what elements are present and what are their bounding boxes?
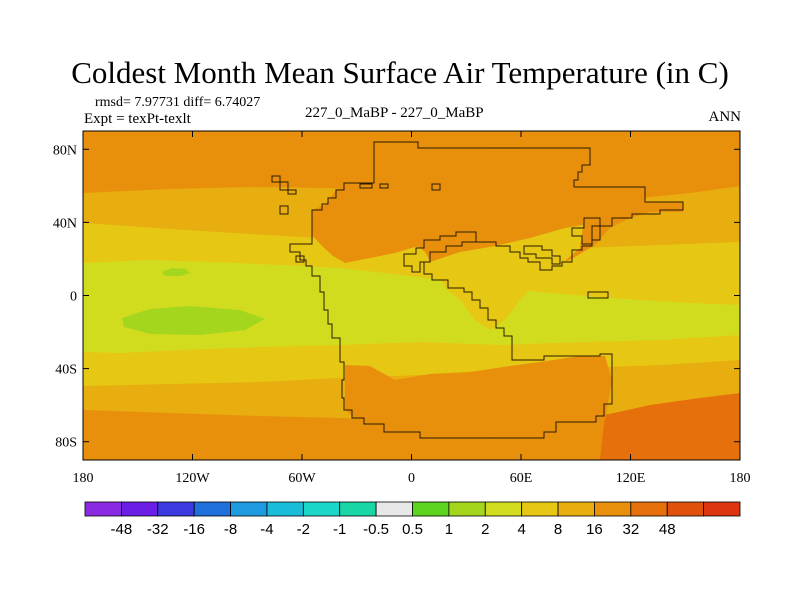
colorbar-label-1: -32 <box>147 521 169 538</box>
map-field <box>83 131 740 460</box>
y-tick-label-3: 40S <box>55 363 77 378</box>
region-inner-tongue <box>430 225 583 330</box>
coastline-island-equator <box>587 291 609 299</box>
colorbar-swatch-10 <box>448 501 486 517</box>
coastline-island-west-2 <box>279 205 289 215</box>
colorbar-swatch-13 <box>557 501 595 517</box>
x-tick-label-3: 0 <box>408 471 415 486</box>
colorbar-swatch-17 <box>703 501 741 517</box>
x-tick-label-2: 60W <box>288 471 316 486</box>
colorbar-swatch-0 <box>84 501 122 517</box>
x-tick-label-5: 120E <box>616 471 646 486</box>
y-tick-label-2: 0 <box>70 290 77 305</box>
colorbar-label-14: 32 <box>622 521 639 538</box>
coastlines <box>271 141 684 439</box>
stats-label: rmsd= 7.97731 diff= 6.74027 <box>95 95 261 110</box>
colorbar-label-8: 0.5 <box>402 521 423 538</box>
colorbar-swatch-7 <box>339 501 377 517</box>
colorbar-label-15: 48 <box>659 521 676 538</box>
coastline-inner-bay <box>523 245 561 265</box>
colorbar-label-0: -48 <box>111 521 133 538</box>
x-tick-label-0: 180 <box>73 471 94 486</box>
colorbar-label-7: -0.5 <box>363 521 389 538</box>
coastline-east-spur <box>571 217 601 245</box>
chart-title: Coldest Month Mean Surface Air Temperatu… <box>71 55 729 90</box>
coastline-inland-sea <box>403 231 477 273</box>
y-tick-label-4: 80S <box>55 436 77 451</box>
colorbar-label-13: 16 <box>586 521 603 538</box>
coastline-island-west <box>271 175 297 195</box>
experiment-label: Expt = texPt-texlt <box>84 111 191 127</box>
colorbar-label-11: 4 <box>517 521 525 538</box>
colorbar-label-5: -2 <box>297 521 310 538</box>
colorbar-label-4: -4 <box>260 521 273 538</box>
colorbar-swatch-9 <box>412 501 450 517</box>
region-continent-interior <box>312 142 683 283</box>
colorbar-swatch-3 <box>193 501 231 517</box>
colorbar-swatch-8 <box>375 501 413 517</box>
colorbar-swatch-6 <box>302 501 341 517</box>
colorbar-label-6: -1 <box>333 521 346 538</box>
coastline-island-north <box>359 183 373 189</box>
region-equatorial-band <box>83 260 740 353</box>
coastline-island-north-2 <box>379 183 389 189</box>
colorbar-swatch-14 <box>594 501 632 517</box>
colorbar-label-3: -8 <box>224 521 237 538</box>
y-tick-label-1: 40N <box>53 216 77 231</box>
period-label: ANN <box>708 109 742 125</box>
x-tick-label-1: 120W <box>175 471 210 486</box>
colorbar-label-9: 1 <box>445 521 453 538</box>
colorbar-swatch-5 <box>266 501 304 517</box>
region-green-patch-1 <box>122 306 265 335</box>
x-tick-label-6: 180 <box>730 471 751 486</box>
colorbar-swatch-12 <box>521 501 559 517</box>
case-label: 227_0_MaBP - 227_0_MaBP <box>305 105 484 121</box>
coastline-island-west-3 <box>295 255 305 263</box>
colorbar-label-12: 8 <box>554 521 562 538</box>
x-axis: 180 120W 60W 0 60E 120E 180 <box>73 131 751 486</box>
colorbar-swatch-2 <box>157 501 195 517</box>
region-southeast-hot-spot <box>600 393 740 460</box>
colorbar-swatch-1 <box>120 501 159 517</box>
region-south-lobe <box>345 356 612 440</box>
colorbar-label-2: -16 <box>183 521 205 538</box>
x-tick-label-4: 60E <box>510 471 533 486</box>
y-axis: 80N 40N 0 40S 80S <box>53 143 740 451</box>
colorbar-swatch-15 <box>630 501 668 517</box>
colorbar-swatch-4 <box>230 501 268 517</box>
colorbar-label-10: 2 <box>481 521 489 538</box>
coastline-island-north-3 <box>431 183 441 191</box>
region-green-patch-2 <box>162 268 190 276</box>
colorbar: -48 -32 -16 -8 -4 -2 -1 -0.5 0.5 1 2 4 8 16 32 48 <box>84 501 741 538</box>
colorbar-swatch-11 <box>484 501 523 517</box>
colorbar-swatch-16 <box>666 501 705 517</box>
y-tick-label-0: 80N <box>53 143 77 158</box>
